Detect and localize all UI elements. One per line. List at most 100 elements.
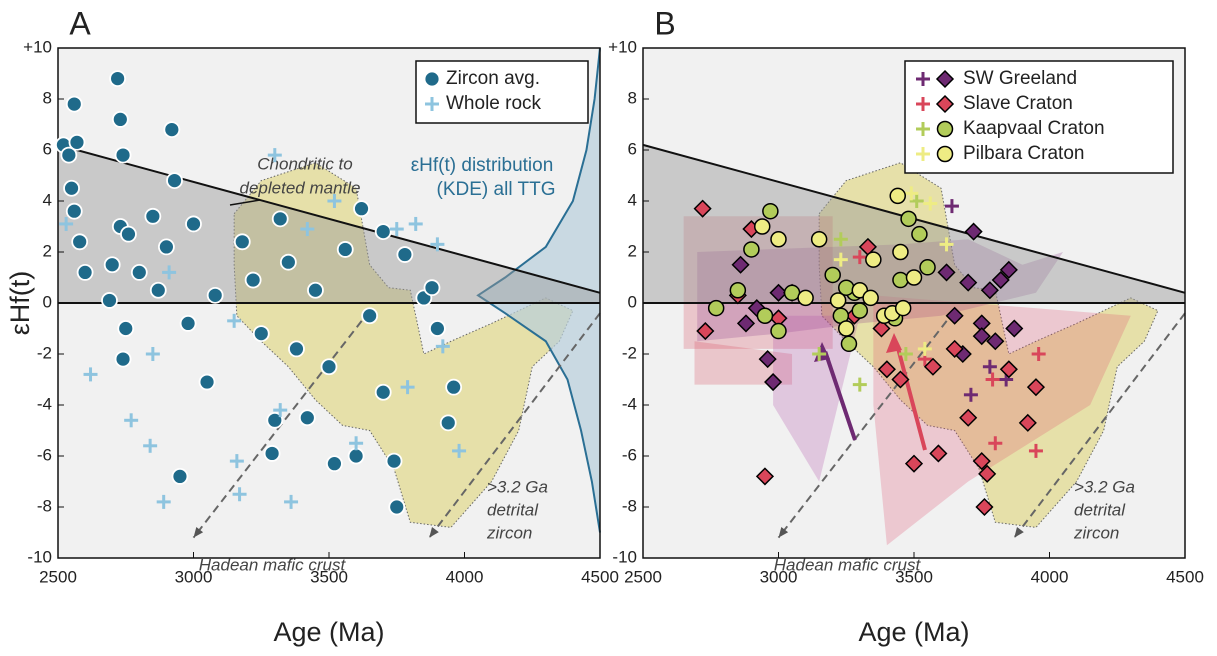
circle-marker: [233, 233, 251, 251]
plus-marker: [400, 380, 415, 395]
diamond-marker: [1005, 319, 1024, 338]
circle-marker: [288, 340, 305, 358]
kde-fill: [478, 48, 600, 533]
circle-marker: [163, 121, 181, 139]
plus-marker: [143, 438, 158, 453]
hadean-line: [428, 312, 601, 539]
craton-region: [773, 315, 860, 482]
circle-marker: [263, 445, 281, 462]
diamond-marker: [999, 260, 1018, 279]
plus-marker: [988, 436, 1003, 451]
diamond-marker: [935, 94, 955, 114]
plus-marker: [852, 377, 867, 392]
y-tick-label: 0: [43, 292, 52, 311]
hadean-line: [1013, 312, 1186, 539]
circle-marker: [824, 266, 841, 284]
annotation: Chondritic to: [257, 154, 352, 173]
circle-marker: [307, 281, 324, 299]
circle-marker: [911, 225, 928, 243]
x-axis-label: Age (Ma): [273, 617, 384, 647]
plus-marker: [898, 347, 913, 361]
circle-marker: [840, 335, 858, 353]
x-tick-label: 2500: [39, 567, 77, 586]
x-tick-label: 4000: [1031, 567, 1069, 586]
circle-marker: [101, 292, 118, 309]
diamond-marker: [959, 408, 978, 427]
circle-marker: [428, 320, 446, 337]
circle-marker: [894, 299, 912, 317]
legend-label: Whole rock: [446, 93, 542, 114]
plus-marker: [833, 252, 848, 267]
diamond-marker: [1018, 413, 1037, 432]
annotation: zircon: [1073, 523, 1119, 542]
plus-marker: [1031, 347, 1046, 361]
x-tick-label: 4000: [446, 567, 484, 586]
craton-region: [697, 239, 1064, 342]
circle-marker: [65, 95, 83, 113]
circle-marker: [919, 259, 936, 276]
plus-marker: [963, 387, 978, 402]
x-tick-label: 4500: [1166, 567, 1204, 586]
circle-marker: [729, 282, 747, 299]
diamond-marker: [964, 222, 983, 241]
arrow-head: [429, 526, 439, 538]
circle-marker: [892, 271, 909, 289]
plus-marker: [273, 403, 288, 418]
kde-curve: [476, 47, 601, 533]
annotation: >3.2 Ga: [487, 477, 548, 496]
circle-marker: [266, 411, 284, 429]
plus-marker: [435, 339, 450, 354]
plus-marker: [425, 97, 439, 111]
plus-marker: [232, 487, 247, 502]
annotation-leader: [229, 199, 261, 206]
detrital-zircon-field: [233, 162, 574, 528]
plus-marker: [833, 232, 848, 247]
y-tick-label: +10: [608, 37, 637, 56]
y-tick-label: 4: [628, 190, 637, 209]
y-tick-label: 8: [43, 88, 52, 107]
legend-label: Slave Craton: [963, 93, 1073, 114]
diamond-marker: [904, 454, 924, 473]
circle-marker: [770, 231, 787, 248]
circle-marker: [439, 414, 457, 432]
circle-marker: [707, 299, 725, 317]
circle-marker: [149, 281, 167, 299]
x-axis-label: Age (Ma): [858, 617, 969, 647]
x-tick-label: 2500: [624, 567, 662, 586]
circle-marker: [114, 350, 132, 368]
circle-marker: [810, 231, 828, 248]
mantle-wedge: [58, 144, 600, 303]
y-axis-label: εHf(t): [5, 271, 35, 336]
circle-marker: [905, 269, 923, 286]
y-tick-label: -10: [27, 547, 52, 566]
legend-label: SW Greeland: [963, 68, 1077, 89]
hadean-line: [777, 310, 956, 539]
circle-marker: [103, 256, 121, 274]
plus-marker: [389, 222, 404, 237]
circle-marker: [320, 358, 338, 376]
y-tick-label: -6: [622, 445, 637, 464]
x-tick-label: 3500: [895, 567, 933, 586]
diamond-marker: [731, 255, 750, 274]
circle-marker: [783, 284, 801, 302]
annotation: depleted mantle: [240, 178, 361, 197]
circle-marker: [423, 279, 441, 297]
circle-marker: [252, 325, 270, 343]
circle-marker: [166, 172, 183, 190]
legend-label: Kaapvaal Craton: [963, 118, 1105, 139]
plus-marker: [916, 97, 930, 111]
plus-marker: [349, 436, 364, 451]
circle-marker: [271, 210, 289, 228]
plus-marker: [300, 222, 315, 237]
legend-box: [415, 60, 589, 124]
trend-arrow: [823, 351, 857, 441]
y-tick-label: -6: [37, 445, 52, 464]
arrow-head: [1014, 526, 1024, 538]
diamond-marker: [935, 69, 955, 89]
circle-marker: [862, 289, 879, 307]
x-tick-label: 3000: [175, 567, 213, 586]
plus-marker: [124, 413, 139, 428]
circle-marker: [244, 271, 262, 289]
circle-marker: [353, 200, 370, 218]
y-tick-label: 2: [628, 241, 637, 260]
